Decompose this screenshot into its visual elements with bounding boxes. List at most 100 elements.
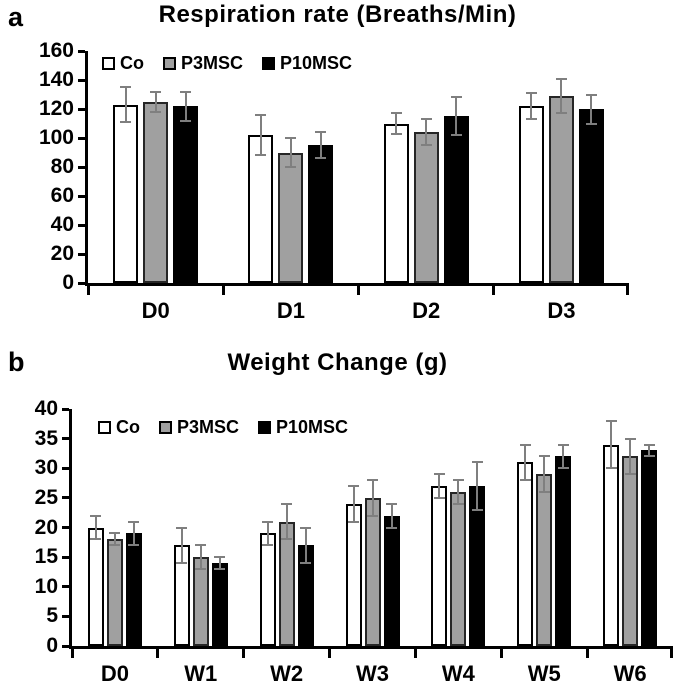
error-bar-whisker <box>629 438 632 475</box>
bar-p3msc-w3 <box>364 497 381 646</box>
error-bar-cap-top <box>450 96 462 99</box>
error-bar-cap-top <box>585 93 597 96</box>
x-axis-tick <box>221 286 225 295</box>
error-bar-cap-bottom <box>120 121 132 124</box>
error-bar-cap-bottom <box>367 514 378 517</box>
error-bar-whisker <box>560 78 563 114</box>
error-bar-cap-top <box>420 118 432 121</box>
error-bar-whisker <box>218 557 221 569</box>
bar-co-d1 <box>248 135 274 283</box>
bar-co-d0 <box>113 104 139 283</box>
error-bar-cap-top <box>315 131 327 134</box>
bar-p10msc-d2 <box>443 116 469 283</box>
error-bar-cap-bottom <box>420 144 432 147</box>
y-axis-tick-label: 120 <box>38 97 74 120</box>
error-bar-cap-top <box>128 520 140 523</box>
panel-a-title: Respiration rate (Breaths/Min) <box>158 1 517 28</box>
y-axis-tick <box>62 585 69 589</box>
x-axis-category-label: D0 <box>141 298 170 323</box>
legend-item-p10msc: P10MSC <box>258 417 348 437</box>
error-bar-whisker <box>524 444 527 481</box>
legend-label: P10MSC <box>276 417 349 437</box>
y-axis-tick <box>78 136 85 140</box>
error-bar-cap-bottom <box>214 567 226 570</box>
bar-p3msc-w6 <box>622 456 639 646</box>
error-bar-whisker <box>113 533 116 546</box>
error-bar-whisker <box>124 87 127 123</box>
y-axis-tick-label: 80 <box>50 155 74 178</box>
error-bar-cap-bottom <box>90 538 102 541</box>
bar-co-d2 <box>383 123 409 283</box>
error-bar-cap-bottom <box>195 567 207 570</box>
error-bar-whisker <box>289 138 292 167</box>
y-axis-tick <box>62 496 69 500</box>
error-bar-cap-bottom <box>538 490 550 493</box>
error-bar-cap-bottom <box>262 544 274 547</box>
error-bar-whisker <box>476 462 479 510</box>
error-bar-cap-top <box>120 86 132 89</box>
error-bar-cap-bottom <box>452 502 464 505</box>
error-bar-cap-bottom <box>585 122 597 125</box>
y-axis-tick-label: 20 <box>34 515 58 539</box>
legend-item-p3msc: P3MSC <box>159 417 239 437</box>
error-bar-cap-bottom <box>348 520 359 523</box>
panel-b-plot-area: 0 5 10 15 20 25 30 35 40 D0 W1 W2 W3 W4 W5 W6 Co P3MSC P10… <box>35 397 673 686</box>
error-bar-cap-top <box>214 556 226 559</box>
legend-label: P10MSC <box>280 53 353 73</box>
error-bar-cap-bottom <box>386 526 397 529</box>
error-bar-cap-top <box>557 443 569 446</box>
error-bar-cap-bottom <box>285 166 297 168</box>
error-bar-whisker <box>371 480 374 516</box>
x-axis-tick <box>492 286 496 295</box>
panel-b: b Weight Change (g) 0 5 10 15 20 25 30 35 40 D0 W1… <box>0 345 675 686</box>
error-bar-whisker <box>543 456 546 492</box>
error-bar-cap-bottom <box>315 157 327 160</box>
error-bar-cap-top <box>525 92 537 95</box>
legend-swatch-p10msc-icon <box>262 56 276 70</box>
legend: Co P3MSC P10MSC <box>102 53 371 73</box>
error-bar-whisker <box>352 486 355 522</box>
error-bar-whisker <box>610 420 613 469</box>
y-axis-tick <box>62 407 69 411</box>
error-bar-cap-bottom <box>255 154 267 157</box>
error-bar-cap-top <box>433 473 445 476</box>
error-bar-cap-top <box>348 485 359 488</box>
error-bar-whisker <box>304 527 307 564</box>
error-bar-whisker <box>259 114 262 156</box>
error-bar-whisker <box>154 91 157 112</box>
panel-b-title: Weight Change (g) <box>227 349 448 376</box>
error-bar-cap-top <box>262 520 274 523</box>
x-axis-tick <box>70 649 74 658</box>
error-bar-whisker <box>648 444 651 457</box>
legend-label: Co <box>116 417 140 437</box>
legend-label: Co <box>120 53 144 73</box>
error-bar-cap-top <box>555 77 567 80</box>
bar-p3msc-d2 <box>413 132 439 283</box>
error-bar-cap-bottom <box>555 112 567 115</box>
error-bar-cap-bottom <box>433 496 445 499</box>
error-bar-whisker <box>132 521 135 546</box>
bar-p10msc-w6 <box>641 450 658 646</box>
y-axis-tick <box>62 555 69 559</box>
panel-a-plot-area: 0 20 40 60 80 100 120 140 160 D0 D1 D2 D3 Co P3MSC P10M… <box>39 39 629 323</box>
x-axis-category-label: W5 <box>527 661 561 686</box>
error-bar-whisker <box>438 474 441 498</box>
bar-co-d3 <box>518 106 544 283</box>
error-bar-cap-bottom <box>281 538 293 541</box>
error-bar-cap-top <box>452 479 464 482</box>
error-bar-cap-bottom <box>390 132 402 135</box>
error-bar-whisker <box>590 94 593 124</box>
x-axis-category-label: W1 <box>184 661 218 686</box>
error-bar-cap-bottom <box>109 544 121 547</box>
x-axis-tick <box>328 649 332 658</box>
bar-p3msc-w4 <box>450 491 467 646</box>
error-bar-whisker <box>395 113 398 134</box>
error-bar-whisker <box>390 503 393 528</box>
x-axis-tick <box>357 286 360 295</box>
error-bar-whisker <box>455 97 458 136</box>
error-bar-cap-top <box>386 502 397 505</box>
legend-swatch-p3msc-icon <box>159 420 172 434</box>
y-axis-tick-label: 40 <box>34 397 58 420</box>
error-bar-cap-bottom <box>519 479 531 482</box>
y-axis-tick-label: 35 <box>34 426 58 450</box>
